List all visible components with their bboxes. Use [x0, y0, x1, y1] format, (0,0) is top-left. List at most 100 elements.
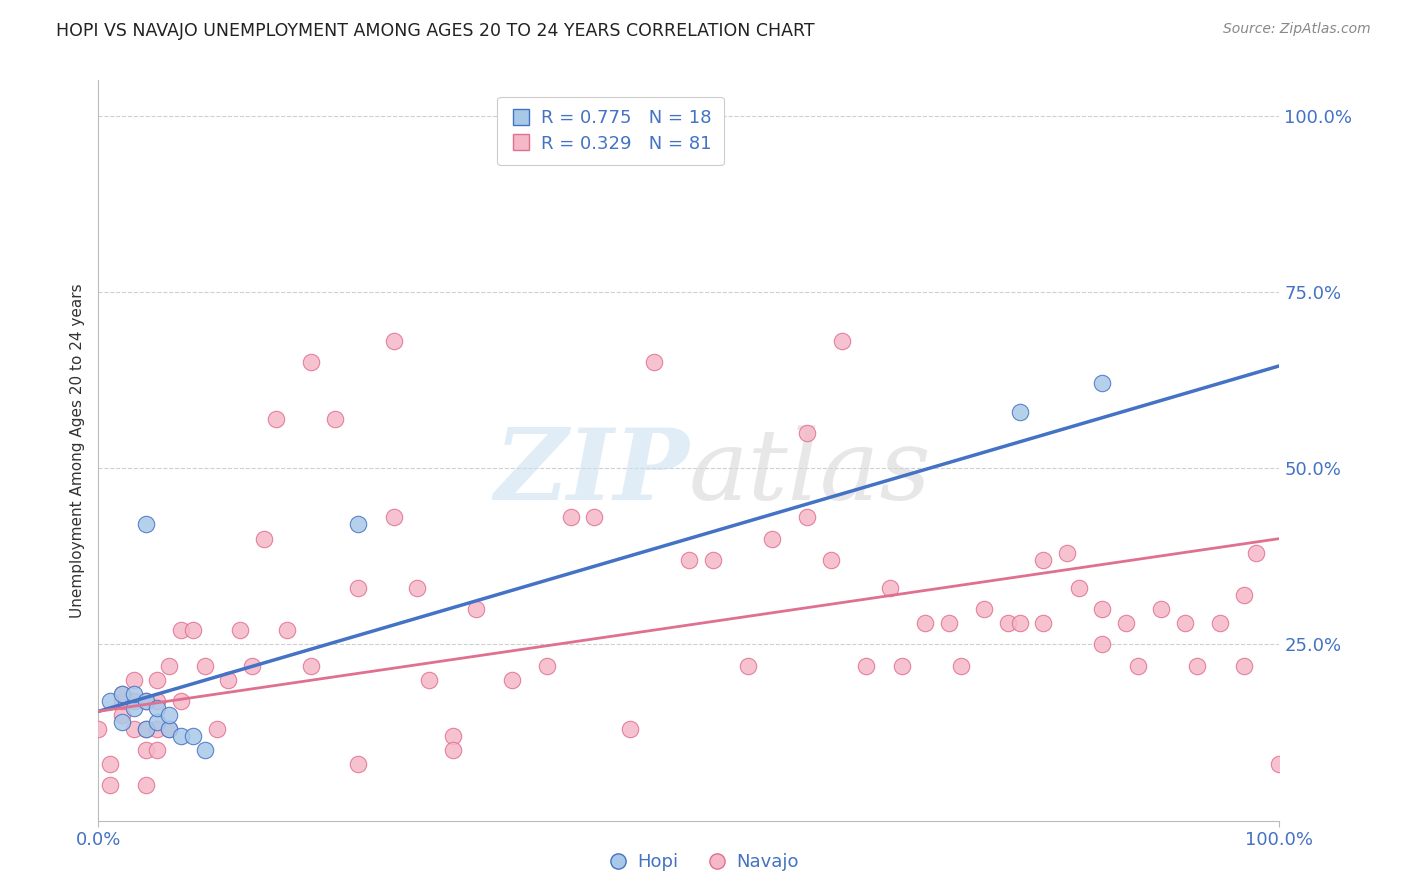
- Point: [111, 687, 134, 701]
- Point: [1174, 616, 1197, 631]
- Point: [135, 517, 157, 532]
- Point: [276, 624, 298, 638]
- Text: Source: ZipAtlas.com: Source: ZipAtlas.com: [1223, 22, 1371, 37]
- Text: HOPI VS NAVAJO UNEMPLOYMENT AMONG AGES 20 TO 24 YEARS CORRELATION CHART: HOPI VS NAVAJO UNEMPLOYMENT AMONG AGES 2…: [56, 22, 815, 40]
- Point: [796, 510, 818, 524]
- Point: [157, 722, 180, 736]
- Point: [146, 743, 169, 757]
- Point: [1008, 405, 1031, 419]
- Point: [441, 729, 464, 743]
- Point: [1233, 588, 1256, 602]
- Point: [135, 722, 157, 736]
- Point: [914, 616, 936, 631]
- Point: [170, 729, 193, 743]
- Point: [146, 722, 169, 736]
- Point: [1032, 553, 1054, 567]
- Point: [135, 743, 157, 757]
- Point: [299, 658, 322, 673]
- Point: [1268, 757, 1291, 772]
- Point: [347, 757, 370, 772]
- Point: [146, 694, 169, 708]
- Point: [831, 334, 853, 348]
- Point: [1233, 658, 1256, 673]
- Point: [501, 673, 523, 687]
- Point: [111, 714, 134, 729]
- Point: [181, 729, 204, 743]
- Point: [264, 411, 287, 425]
- Point: [205, 722, 228, 736]
- Point: [1008, 616, 1031, 631]
- Legend: Hopi, Navajo: Hopi, Navajo: [600, 847, 806, 879]
- Point: [111, 707, 134, 722]
- Point: [1126, 658, 1149, 673]
- Point: [890, 658, 912, 673]
- Point: [157, 722, 180, 736]
- Point: [583, 510, 606, 524]
- Point: [973, 602, 995, 616]
- Legend: R = 0.775   N = 18, R = 0.329   N = 81: R = 0.775 N = 18, R = 0.329 N = 81: [498, 96, 724, 165]
- Point: [229, 624, 252, 638]
- Point: [135, 722, 157, 736]
- Point: [949, 658, 972, 673]
- Point: [135, 694, 157, 708]
- Point: [347, 581, 370, 595]
- Point: [122, 701, 145, 715]
- Point: [1091, 637, 1114, 651]
- Point: [1209, 616, 1232, 631]
- Point: [702, 553, 724, 567]
- Point: [1091, 376, 1114, 391]
- Point: [418, 673, 440, 687]
- Point: [217, 673, 239, 687]
- Point: [135, 778, 157, 792]
- Y-axis label: Unemployment Among Ages 20 to 24 years: Unemployment Among Ages 20 to 24 years: [69, 283, 84, 618]
- Point: [87, 722, 110, 736]
- Point: [382, 510, 405, 524]
- Point: [157, 658, 180, 673]
- Point: [997, 616, 1019, 631]
- Point: [796, 425, 818, 440]
- Point: [170, 694, 193, 708]
- Point: [323, 411, 346, 425]
- Point: [194, 743, 217, 757]
- Point: [619, 722, 641, 736]
- Point: [98, 757, 121, 772]
- Point: [406, 581, 429, 595]
- Point: [170, 624, 193, 638]
- Point: [98, 778, 121, 792]
- Point: [678, 553, 700, 567]
- Point: [536, 658, 558, 673]
- Point: [1244, 546, 1267, 560]
- Point: [157, 707, 180, 722]
- Point: [938, 616, 960, 631]
- Point: [820, 553, 842, 567]
- Point: [465, 602, 488, 616]
- Point: [382, 334, 405, 348]
- Point: [1032, 616, 1054, 631]
- Text: ZIP: ZIP: [494, 425, 689, 521]
- Point: [1056, 546, 1078, 560]
- Point: [194, 658, 217, 673]
- Point: [122, 687, 145, 701]
- Point: [135, 694, 157, 708]
- Point: [253, 532, 276, 546]
- Point: [111, 694, 134, 708]
- Point: [122, 722, 145, 736]
- Point: [146, 701, 169, 715]
- Point: [1091, 602, 1114, 616]
- Point: [146, 714, 169, 729]
- Point: [879, 581, 901, 595]
- Point: [761, 532, 783, 546]
- Point: [643, 355, 665, 369]
- Point: [855, 658, 877, 673]
- Point: [98, 694, 121, 708]
- Point: [111, 687, 134, 701]
- Text: atlas: atlas: [689, 425, 932, 520]
- Point: [181, 624, 204, 638]
- Point: [240, 658, 263, 673]
- Point: [737, 658, 759, 673]
- Point: [347, 517, 370, 532]
- Point: [1185, 658, 1208, 673]
- Point: [1067, 581, 1090, 595]
- Point: [441, 743, 464, 757]
- Point: [560, 510, 582, 524]
